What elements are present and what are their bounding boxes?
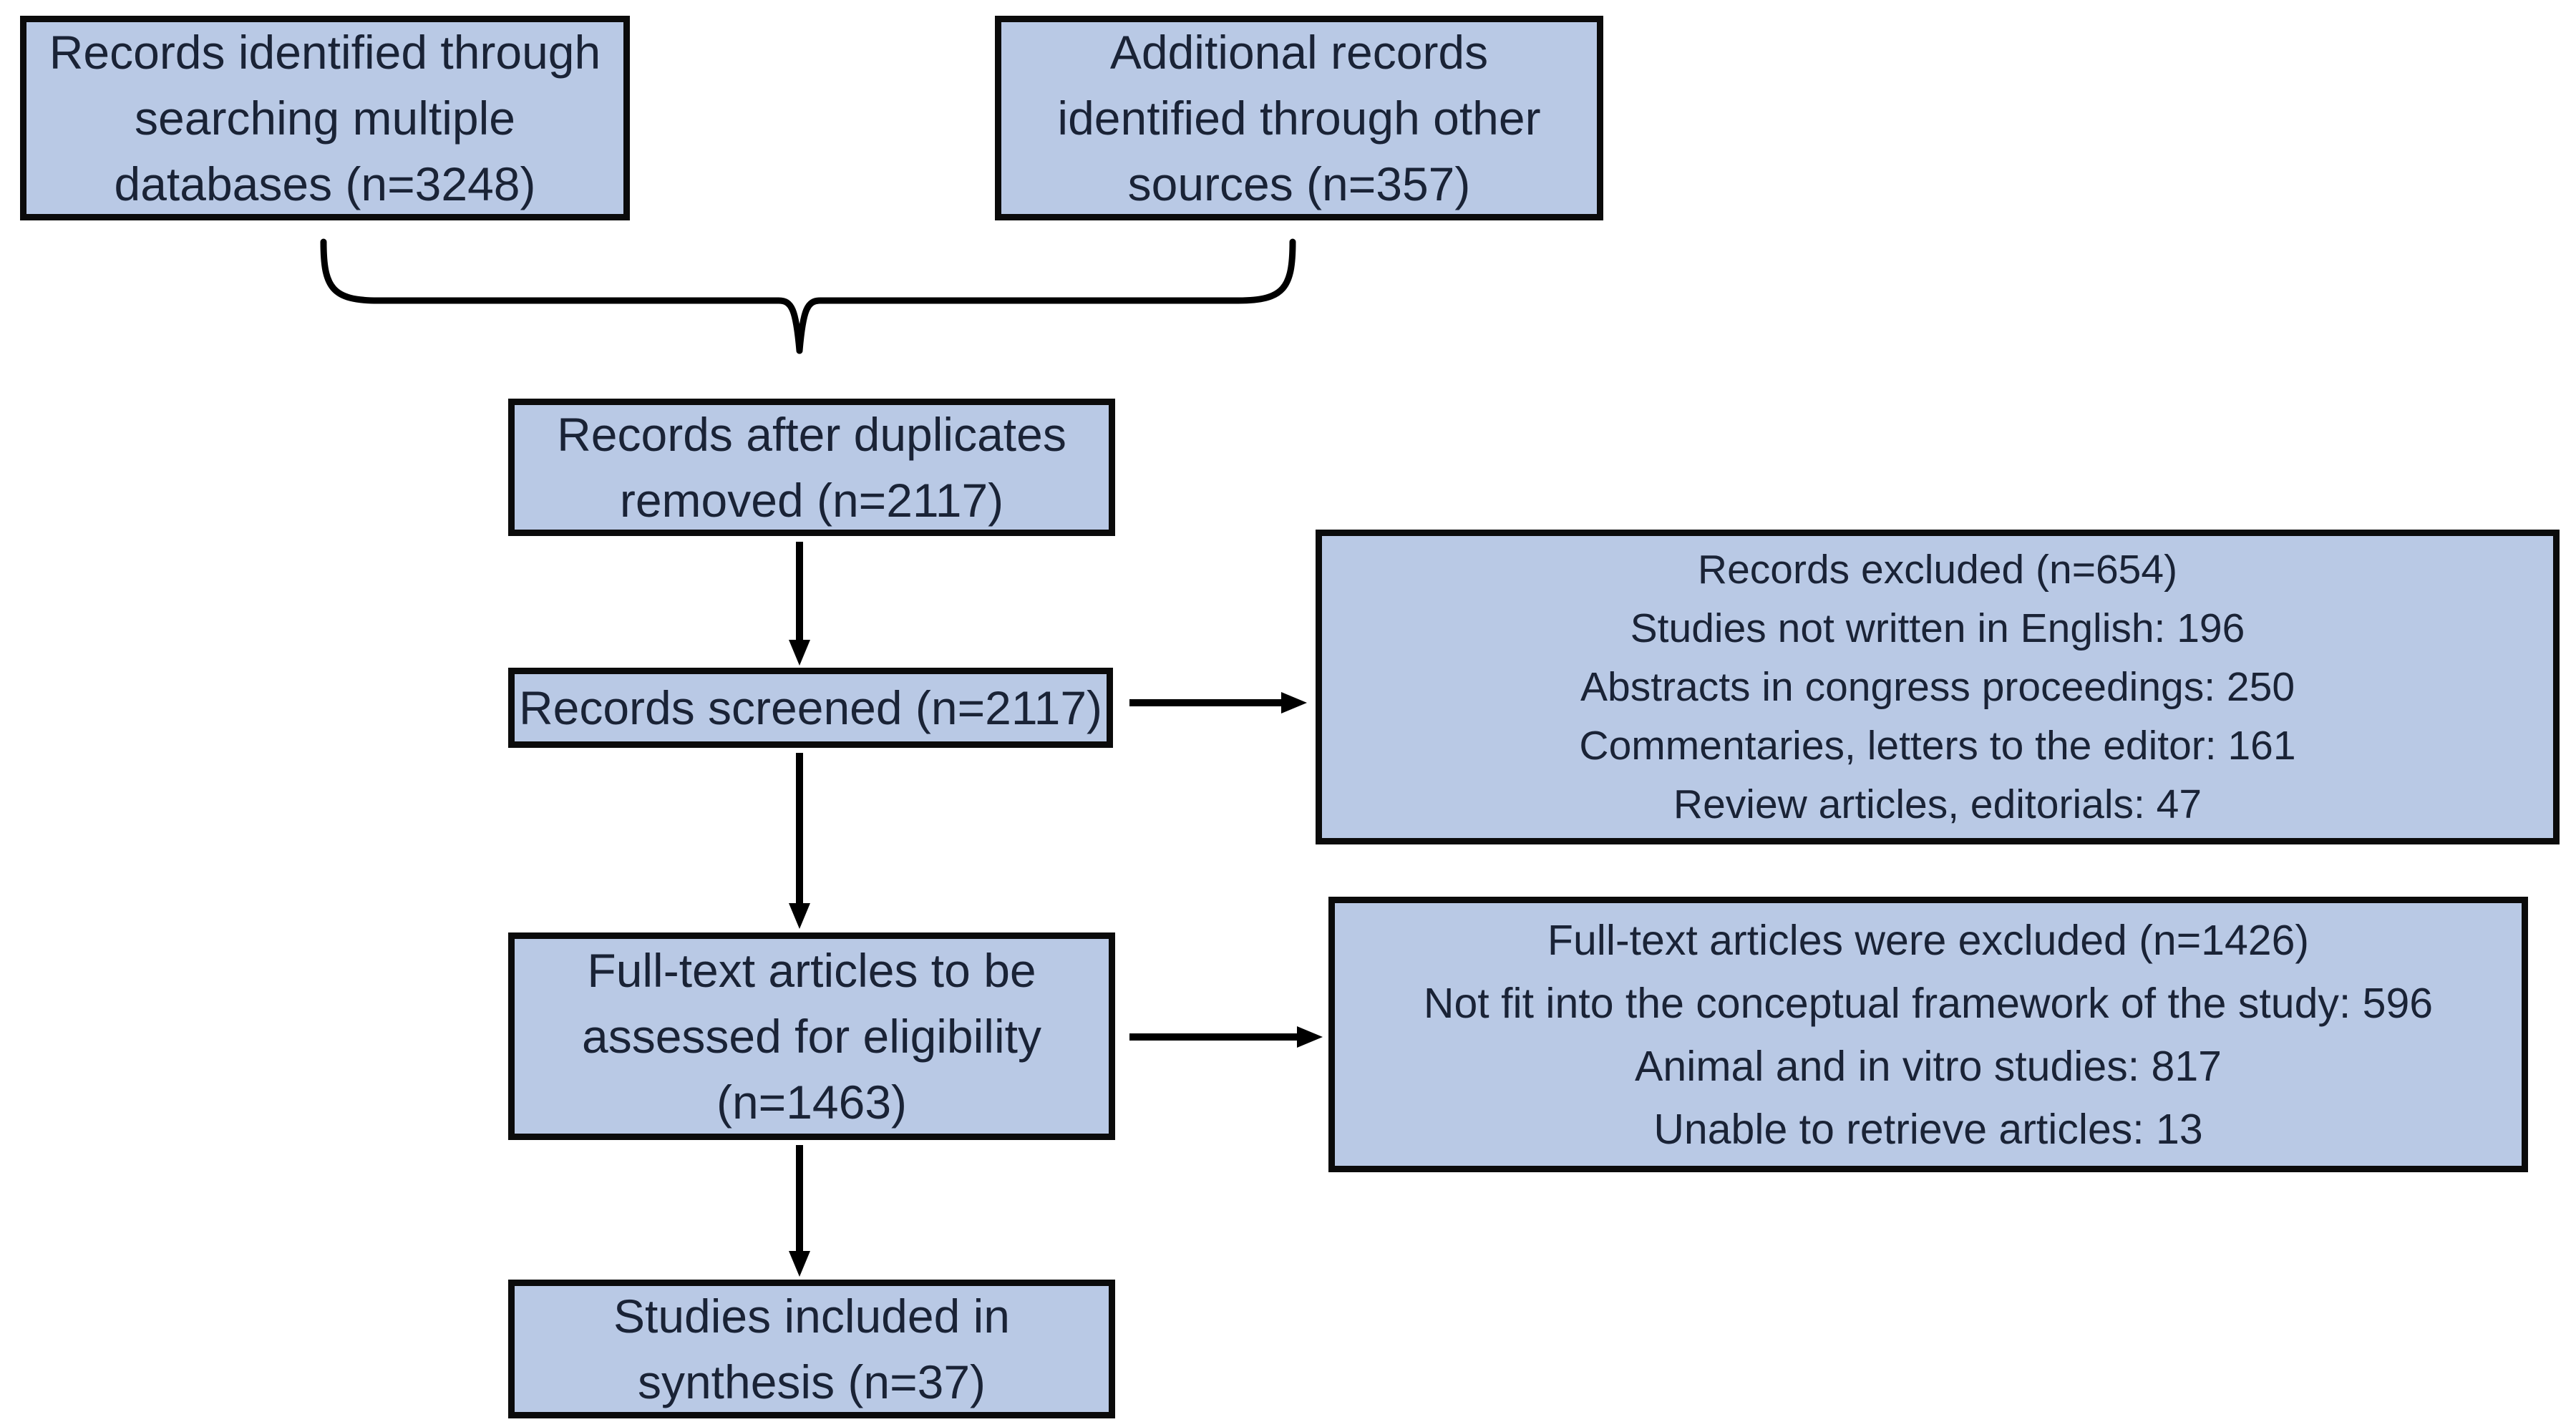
box-text-line: assessed for eligibility	[582, 1010, 1041, 1063]
box-text-line: Records screened (n=2117)	[518, 681, 1103, 734]
box-text-line: (n=1463)	[716, 1076, 908, 1129]
box-text-line: searching multiple	[135, 92, 515, 145]
box-text-line: Records excluded (n=654)	[1697, 547, 2178, 593]
box-text-line: Additional records	[1109, 26, 1489, 79]
box-text-line: sources (n=357)	[1127, 157, 1471, 210]
arrow-fulltext-to-excluded	[1129, 1026, 1323, 1048]
box-text-line: Records after duplicates	[557, 408, 1066, 461]
box-duplicates-removed: Records after duplicates removed (n=2117…	[508, 399, 1115, 536]
box-studies-included: Studies included in synthesis (n=37)	[508, 1280, 1115, 1418]
box-text-line: Studies not written in English: 196	[1630, 605, 2245, 651]
merge-brace	[320, 238, 1296, 354]
box-records-identified: Records identified through searching mul…	[20, 16, 630, 220]
box-text-line: synthesis (n=37)	[637, 1355, 986, 1408]
box-text-line: Animal and in vitro studies: 817	[1635, 1042, 2222, 1090]
box-additional-records: Additional records identified through ot…	[995, 16, 1603, 220]
box-records-excluded: Records excluded (n=654) Studies not wri…	[1316, 530, 2560, 844]
arrow-screened-to-excluded	[1129, 692, 1307, 714]
box-text-line: Not fit into the conceptual framework of…	[1423, 979, 2434, 1027]
box-text-line: Commentaries, letters to the editor: 161	[1579, 723, 2296, 769]
box-text-line: removed (n=2117)	[619, 474, 1004, 527]
arrow-fulltext-to-included	[789, 1145, 810, 1277]
box-text-line: Review articles, editorials: 47	[1673, 781, 2202, 827]
box-fulltext-assessed: Full-text articles to be assessed for el…	[508, 932, 1115, 1140]
box-records-screened: Records screened (n=2117)	[508, 668, 1113, 748]
box-text-line: Abstracts in congress proceedings: 250	[1580, 664, 2295, 710]
box-text-line: Unable to retrieve articles: 13	[1653, 1105, 2203, 1153]
arrow-screened-to-fulltext	[789, 753, 810, 929]
arrow-duplicates-to-screened	[789, 542, 810, 666]
box-text-line: Records identified through	[49, 26, 601, 79]
box-fulltext-excluded: Full-text articles were excluded (n=1426…	[1328, 897, 2528, 1172]
box-text-line: Full-text articles were excluded (n=1426…	[1547, 916, 2310, 964]
box-text-line: databases (n=3248)	[114, 157, 536, 210]
box-text-line: Full-text articles to be	[587, 944, 1036, 997]
box-text-line: identified through other	[1057, 92, 1541, 145]
box-text-line: Studies included in	[613, 1290, 1011, 1343]
